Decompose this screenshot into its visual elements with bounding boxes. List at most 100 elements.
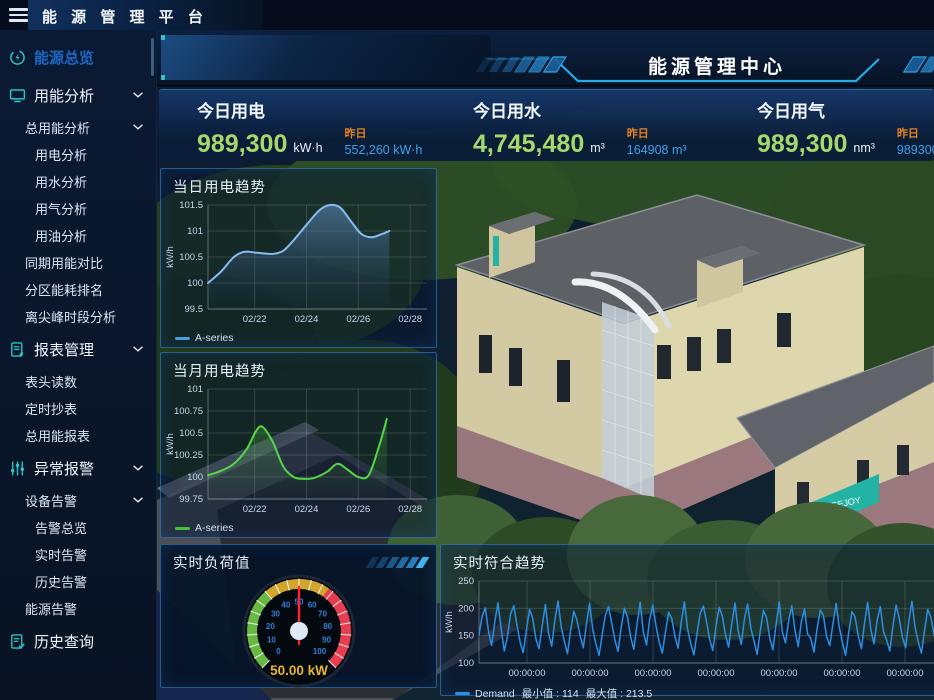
stat-title: 今日用气	[757, 102, 825, 121]
monthly-electricity-chart: 99.75 100 100.25 100.5 100.75 101 02/22 02/24 02…	[165, 384, 427, 515]
legend-a-series[interactable]: A-series	[161, 522, 436, 534]
panel-title: 实时负荷值	[173, 556, 251, 572]
sidebar-scrollbar[interactable]	[151, 38, 154, 76]
legend-label: Demand	[475, 687, 515, 700]
sidebar-item-label: 总用能分析	[25, 121, 91, 136]
svg-text:00:00:00: 00:00:00	[509, 668, 546, 679]
report-icon	[9, 341, 26, 358]
sidebar-item-zone-energy-ranking[interactable]: 分区能耗排名	[0, 276, 156, 303]
daily-electricity-chart: 99.5 100 100.5 101 101.5 02/22 02/24 02/26 02/28…	[165, 200, 427, 325]
sidebar-item-usage-analysis[interactable]: 用能分析	[0, 76, 156, 114]
sidebar-item-electricity-analysis[interactable]: 用电分析	[0, 141, 156, 168]
svg-text:02/26: 02/26	[346, 504, 370, 515]
svg-text:20: 20	[265, 622, 274, 631]
legend-dash	[175, 336, 190, 340]
sidebar-item-water-analysis[interactable]: 用水分析	[0, 168, 156, 195]
svg-text:100: 100	[458, 658, 474, 669]
svg-text:00:00:00: 00:00:00	[761, 668, 798, 679]
sidebar-item-label: 用电分析	[35, 148, 88, 163]
load-gauge: 010203040506070809010050.00 kW	[242, 574, 355, 688]
sidebar-item-meter-readings[interactable]: 表头读数	[0, 368, 156, 395]
header-capsule-decoration	[161, 35, 491, 80]
sidebar-item-history-query[interactable]: 历史查询	[0, 622, 156, 660]
history-icon	[9, 633, 26, 650]
sidebar-item-alarm-overview[interactable]: 告警总览	[0, 514, 156, 541]
sidebar-item-device-alarm[interactable]: 设备告警	[0, 487, 156, 514]
app-title: 能 源 管 理 平 台	[42, 9, 208, 26]
prev-value: 552,260 kW·h	[344, 143, 423, 157]
panel-monthly-electricity-trend: 当月用电趋势 99.75 100 100.25 100.5 100.75 101 02/22…	[160, 352, 437, 538]
sidebar-item-oil-analysis[interactable]: 用油分析	[0, 222, 156, 249]
stat-title: 今日用电	[197, 102, 265, 121]
svg-text:200: 200	[458, 603, 474, 614]
legend-dash	[455, 692, 470, 695]
svg-text:30: 30	[271, 609, 280, 618]
stat-value: 989,300	[197, 130, 288, 158]
svg-text:101.5: 101.5	[179, 200, 203, 211]
stat-previous: 昨日 989300 nm³	[897, 125, 934, 157]
svg-text:kW/h: kW/h	[165, 433, 176, 455]
legend-dash	[175, 526, 190, 530]
svg-text:80: 80	[323, 622, 332, 631]
chevron-down-icon	[133, 346, 143, 353]
panel-title: 当日用电趋势	[173, 180, 266, 196]
stat-water: 今日用水 4,745,480 m³ 昨日 164908 m³	[473, 97, 687, 157]
svg-text:00:00:00: 00:00:00	[698, 668, 735, 679]
sidebar-item-history-alarm[interactable]: 历史告警	[0, 568, 156, 595]
sidebar-item-label: 总用能报表	[25, 429, 91, 444]
hamburger-menu-icon[interactable]	[9, 8, 28, 22]
sidebar-item-label: 异常报警	[34, 460, 95, 478]
panel-realtime-demand-trend: 实时符合趋势 100 150 200 250 00:00:00 00:00:00 00:00…	[440, 544, 934, 700]
sidebar-item-abnormal-alarm[interactable]: 异常报警	[0, 449, 156, 487]
stat-value: 989,300	[757, 130, 848, 158]
svg-text:02/22: 02/22	[243, 504, 267, 515]
sidebar-item-label: 历史查询	[34, 633, 95, 651]
sidebar-item-label: 用油分析	[35, 229, 88, 244]
svg-text:02/24: 02/24	[295, 314, 319, 325]
panel-realtime-load: 实时负荷值 010203040506070809010050.00 kW	[160, 544, 437, 688]
legend-a-series[interactable]: A-series	[161, 332, 436, 344]
panel-title: 实时符合趋势	[453, 556, 546, 572]
sidebar-item-scheduled-meter-reading[interactable]: 定时抄表	[0, 395, 156, 422]
svg-text:101: 101	[187, 384, 203, 395]
svg-text:100: 100	[312, 647, 326, 656]
sidebar-item-realtime-alarm[interactable]: 实时告警	[0, 541, 156, 568]
sidebar-item-report-management[interactable]: 报表管理	[0, 330, 156, 368]
prev-label: 昨日	[896, 128, 919, 140]
panel-title: 当月用电趋势	[173, 364, 266, 380]
sidebar-item-energy-alarm[interactable]: 能源告警	[0, 595, 156, 622]
svg-text:90: 90	[322, 635, 331, 644]
prev-label: 昨日	[344, 128, 367, 140]
sidebar-item-gas-analysis[interactable]: 用气分析	[0, 195, 156, 222]
prev-value: 164908 m³	[626, 143, 687, 157]
svg-text:00:00:00: 00:00:00	[824, 668, 861, 679]
prev-value: 989300 nm³	[896, 143, 934, 157]
svg-text:100: 100	[187, 278, 203, 289]
svg-text:02/28: 02/28	[398, 504, 422, 515]
sidebar-item-label: 分区能耗排名	[25, 283, 104, 298]
svg-text:02/22: 02/22	[243, 314, 267, 325]
sidebar-item-label: 设备告警	[25, 494, 78, 509]
sidebar-item-label: 定时抄表	[25, 402, 78, 417]
sidebar-item-label: 同期用能对比	[25, 256, 104, 271]
stat-previous: 昨日 164908 m³	[627, 125, 687, 157]
chevron-down-icon	[133, 124, 143, 131]
svg-text:0: 0	[276, 647, 281, 656]
legend-label: A-series	[195, 522, 234, 534]
sidebar-item-total-usage-report[interactable]: 总用能报表	[0, 422, 156, 449]
sidebar-item-same-period-comparison[interactable]: 同期用能对比	[0, 249, 156, 276]
sidebar-item-label: 离尖峰时段分析	[25, 310, 117, 325]
sidebar-item-label: 用能分析	[34, 87, 95, 105]
sidebar-item-peak-period-analysis[interactable]: 离尖峰时段分析	[0, 303, 156, 330]
sidebar-item-label: 用气分析	[35, 202, 88, 217]
svg-text:02/26: 02/26	[346, 314, 370, 325]
sidebar-item-label: 表头读数	[25, 375, 78, 390]
legend-demand[interactable]: Demand 最小值 : 114 最大值 : 213.5	[441, 686, 934, 700]
svg-text:150: 150	[458, 631, 474, 642]
sidebar-item-total-usage-analysis[interactable]: 总用能分析	[0, 114, 156, 141]
stat-value: 4,745,480	[473, 130, 585, 158]
demand-trend-chart: 100 150 200 250 00:00:00 00:00:00 00:00:00 00:0…	[444, 576, 934, 679]
svg-text:100.75: 100.75	[174, 406, 203, 417]
chevron-down-icon	[133, 465, 143, 472]
sidebar-item-energy-overview[interactable]: 能源总览	[0, 38, 156, 76]
